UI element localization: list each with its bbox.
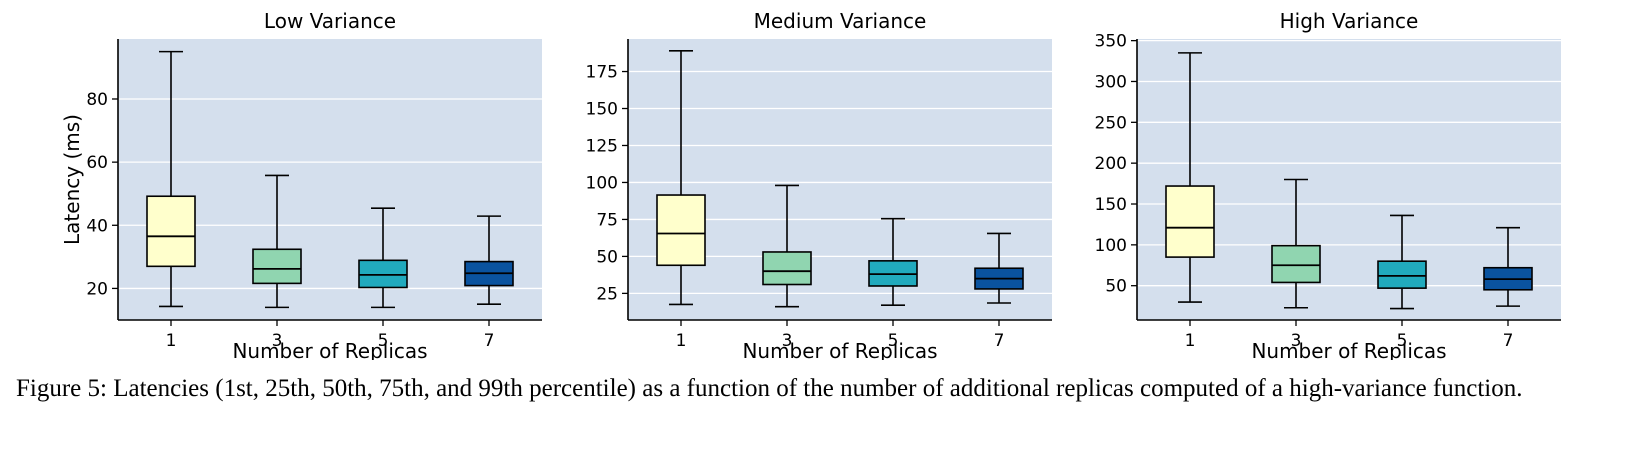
- x-tick-label: 5: [378, 331, 389, 351]
- y-tick-label: 250: [1095, 113, 1127, 133]
- chart-title: Low Variance: [264, 9, 396, 33]
- box-1: [146, 50, 196, 308]
- chart-panel-3: 50 100 150 200 250 300 350 1 3 5 7 High Variance Num…: [1095, 9, 1561, 360]
- box-1: [656, 50, 706, 306]
- box-7: [974, 232, 1024, 304]
- x-tick-label: 5: [888, 331, 899, 351]
- y-tick-label: 300: [1095, 72, 1127, 92]
- box-iqr: [1377, 260, 1427, 289]
- figure-caption-label: Figure 5:: [16, 375, 107, 402]
- chart-panel-1: 20 40 60 80 1 3 5 7 Low Variance Number of Replic…: [60, 9, 542, 360]
- y-tick-label: 80: [86, 90, 108, 110]
- y-tick-label: 60: [86, 153, 108, 173]
- x-tick-label: 1: [166, 331, 177, 351]
- figure-caption-text: Latencies (1st, 25th, 50th, 75th, and 99…: [113, 375, 1523, 402]
- box-iqr: [358, 259, 408, 289]
- x-tick-label: 3: [782, 331, 793, 351]
- chart-title: High Variance: [1280, 9, 1419, 33]
- x-axis-label: Number of Replicas: [742, 339, 937, 360]
- box-iqr: [1271, 244, 1321, 284]
- y-tick-label: 350: [1095, 32, 1127, 52]
- box-iqr: [656, 194, 706, 267]
- x-tick-label: 1: [676, 331, 687, 351]
- x-tick-label: 7: [1503, 331, 1514, 351]
- x-axis-label: Number of Replicas: [1251, 339, 1446, 360]
- box-iqr: [762, 251, 812, 286]
- y-tick-label: 50: [1105, 277, 1127, 297]
- y-tick-label: 20: [86, 279, 108, 299]
- y-tick-label: 200: [1095, 154, 1127, 174]
- chart-panel-2: 25 50 75 100 125 150 175 1 3 5 7 Medium Variance Num…: [586, 9, 1052, 360]
- x-tick-label: 7: [994, 331, 1005, 351]
- figure-box-plots: 20 40 60 80 1 3 5 7 Low Variance Number of Replic…: [60, 9, 1561, 360]
- y-tick-label: 50: [596, 247, 618, 267]
- box-7: [1483, 226, 1533, 307]
- box-7: [464, 215, 514, 306]
- box-iqr: [146, 195, 196, 268]
- x-axis-label: Number of Replicas: [232, 339, 427, 360]
- box-1: [1165, 52, 1215, 303]
- y-axis-label: Latency (ms): [60, 114, 84, 245]
- y-tick-label: 100: [586, 173, 618, 193]
- box-3: [252, 174, 302, 309]
- y-tick-label: 25: [596, 284, 618, 304]
- box-5: [1377, 214, 1427, 310]
- y-tick-label: 125: [586, 136, 618, 156]
- box-5: [868, 217, 918, 307]
- box-3: [1271, 178, 1321, 309]
- x-tick-label: 7: [484, 331, 495, 351]
- y-tick-label: 40: [86, 216, 108, 236]
- box-3: [762, 184, 812, 308]
- figure-caption: Figure 5: Latencies (1st, 25th, 50th, 75…: [16, 372, 1616, 406]
- x-tick-label: 1: [1185, 331, 1196, 351]
- y-tick-label: 75: [596, 210, 618, 230]
- x-tick-label: 3: [1291, 331, 1302, 351]
- y-tick-label: 150: [586, 100, 618, 120]
- box-5: [358, 207, 408, 309]
- box-iqr: [1165, 185, 1215, 258]
- y-tick-label: 175: [586, 63, 618, 83]
- y-tick-label: 150: [1095, 195, 1127, 215]
- chart-title: Medium Variance: [754, 9, 927, 33]
- x-tick-label: 3: [272, 331, 283, 351]
- x-tick-label: 5: [1397, 331, 1408, 351]
- y-tick-label: 100: [1095, 236, 1127, 256]
- box-iqr: [252, 248, 302, 285]
